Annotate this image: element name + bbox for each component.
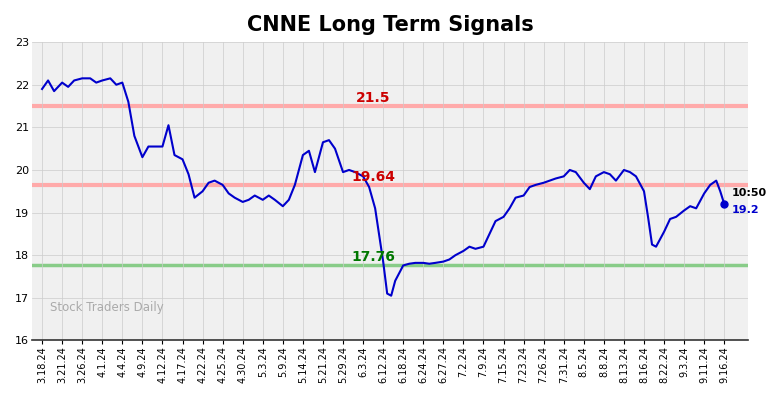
Text: Stock Traders Daily: Stock Traders Daily: [50, 300, 164, 314]
Text: 19.64: 19.64: [351, 170, 395, 184]
Title: CNNE Long Term Signals: CNNE Long Term Signals: [247, 15, 534, 35]
Text: 19.2: 19.2: [731, 205, 759, 215]
Text: 21.5: 21.5: [356, 91, 390, 105]
Text: 10:50: 10:50: [731, 188, 767, 198]
Text: 17.76: 17.76: [351, 250, 395, 264]
